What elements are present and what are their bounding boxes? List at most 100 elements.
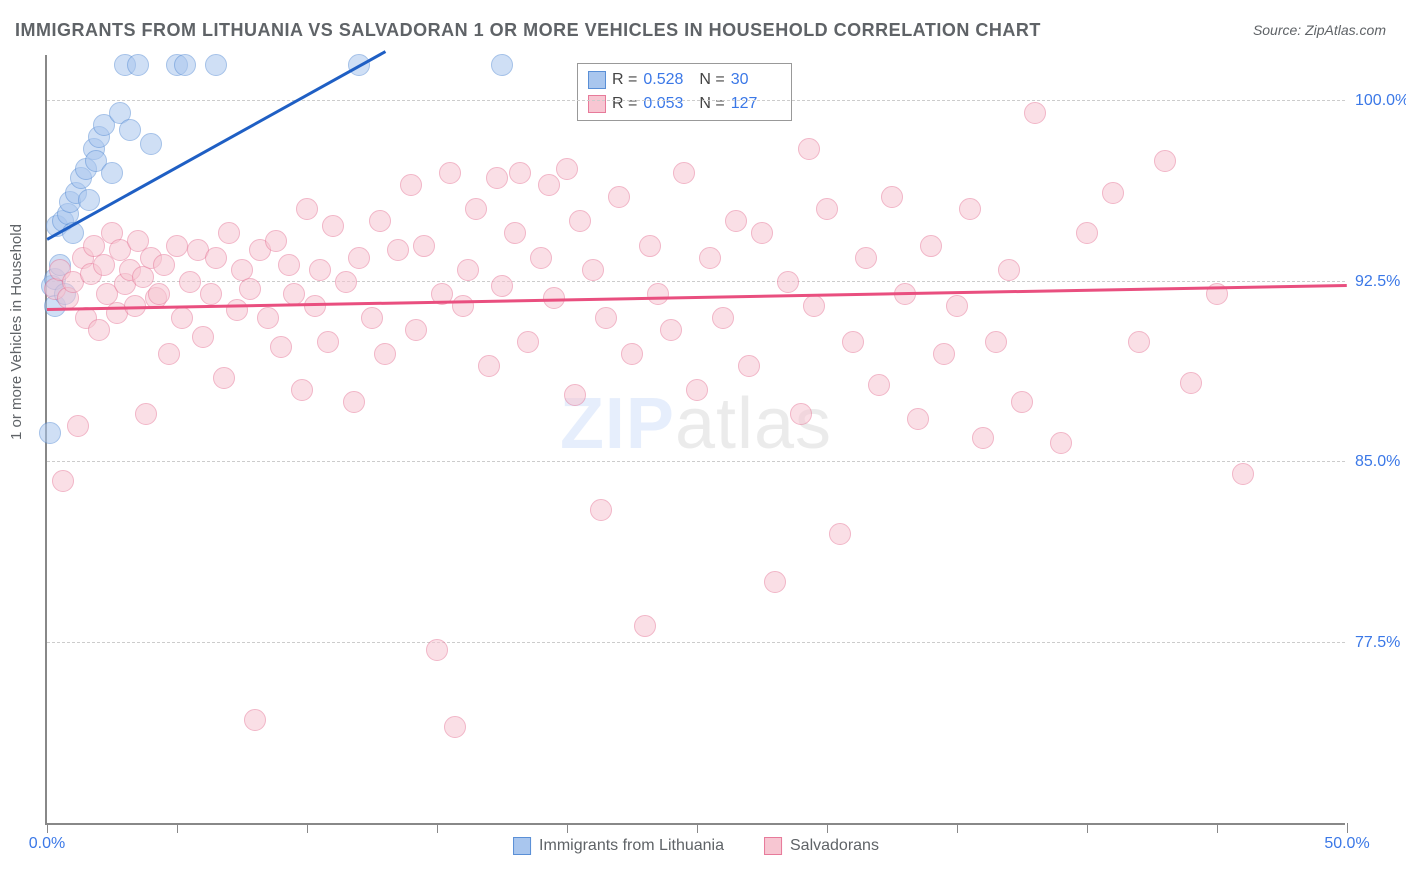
scatter-point (452, 295, 474, 317)
x-tick (307, 823, 308, 833)
n-label: N = (699, 71, 724, 89)
scatter-point (387, 239, 409, 261)
scatter-point (1102, 182, 1124, 204)
scatter-point (712, 307, 734, 329)
stats-legend: R = 0.528 N = 30 R = 0.053 N = 127 (577, 63, 792, 121)
scatter-point (465, 198, 487, 220)
scatter-point (296, 198, 318, 220)
scatter-point (322, 215, 344, 237)
scatter-point (257, 307, 279, 329)
scatter-point (564, 384, 586, 406)
scatter-point (673, 162, 695, 184)
scatter-point (119, 119, 141, 141)
scatter-point (686, 379, 708, 401)
x-tick (437, 823, 438, 833)
scatter-point (1154, 150, 1176, 172)
stats-row-0: R = 0.528 N = 30 (588, 68, 781, 92)
legend-item-0: Immigrants from Lithuania (513, 837, 724, 855)
scatter-point (283, 283, 305, 305)
scatter-point (148, 283, 170, 305)
swatch-series-0 (588, 71, 606, 89)
chart-plot-area: ZIPatlas R = 0.528 N = 30 R = 0.053 N = … (45, 55, 1345, 825)
r-label: R = (612, 95, 637, 113)
scatter-point (829, 523, 851, 545)
scatter-point (278, 254, 300, 276)
scatter-point (348, 247, 370, 269)
scatter-point (530, 247, 552, 269)
scatter-point (67, 415, 89, 437)
scatter-point (816, 198, 838, 220)
legend-label-1: Salvadorans (790, 837, 879, 855)
y-axis-label: 1 or more Vehicles in Household (8, 224, 25, 440)
scatter-point (920, 235, 942, 257)
bottom-legend: Immigrants from Lithuania Salvadorans (513, 837, 879, 855)
scatter-point (192, 326, 214, 348)
scatter-point (621, 343, 643, 365)
chart-title: IMMIGRANTS FROM LITHUANIA VS SALVADORAN … (15, 20, 1041, 41)
y-tick-label: 100.0% (1355, 92, 1406, 110)
x-tick-label: 50.0% (1324, 835, 1369, 853)
swatch-icon (513, 837, 531, 855)
scatter-point (491, 54, 513, 76)
scatter-point (959, 198, 981, 220)
scatter-point (200, 283, 222, 305)
scatter-point (478, 355, 500, 377)
scatter-point (972, 427, 994, 449)
x-tick-label: 0.0% (29, 835, 65, 853)
scatter-point (213, 367, 235, 389)
scatter-point (270, 336, 292, 358)
n-value-0: 30 (731, 71, 781, 89)
scatter-point (556, 158, 578, 180)
scatter-point (985, 331, 1007, 353)
x-tick (957, 823, 958, 833)
scatter-point (226, 299, 248, 321)
r-value-1: 0.053 (643, 95, 693, 113)
scatter-point (335, 271, 357, 293)
scatter-point (171, 307, 193, 329)
scatter-point (868, 374, 890, 396)
scatter-point (590, 499, 612, 521)
x-tick (1087, 823, 1088, 833)
scatter-point (855, 247, 877, 269)
x-tick (567, 823, 568, 833)
scatter-point (405, 319, 427, 341)
scatter-point (504, 222, 526, 244)
y-tick-label: 92.5% (1355, 273, 1406, 291)
scatter-point (582, 259, 604, 281)
scatter-point (491, 275, 513, 297)
scatter-point (1128, 331, 1150, 353)
scatter-point (790, 403, 812, 425)
scatter-point (52, 470, 74, 492)
scatter-point (439, 162, 461, 184)
x-tick (1347, 823, 1348, 833)
scatter-point (135, 403, 157, 425)
r-value-0: 0.528 (643, 71, 693, 89)
scatter-point (265, 230, 287, 252)
scatter-point (153, 254, 175, 276)
scatter-point (426, 639, 448, 661)
scatter-point (413, 235, 435, 257)
scatter-point (1232, 463, 1254, 485)
x-tick (827, 823, 828, 833)
scatter-point (101, 162, 123, 184)
scatter-point (88, 319, 110, 341)
scatter-point (907, 408, 929, 430)
scatter-point (647, 283, 669, 305)
scatter-point (486, 167, 508, 189)
scatter-point (309, 259, 331, 281)
scatter-point (343, 391, 365, 413)
scatter-point (738, 355, 760, 377)
y-tick-label: 85.0% (1355, 453, 1406, 471)
legend-label-0: Immigrants from Lithuania (539, 837, 724, 855)
scatter-point (842, 331, 864, 353)
scatter-point (751, 222, 773, 244)
scatter-point (1024, 102, 1046, 124)
scatter-point (798, 138, 820, 160)
stats-row-1: R = 0.053 N = 127 (588, 92, 781, 116)
scatter-point (1180, 372, 1202, 394)
scatter-point (158, 343, 180, 365)
scatter-point (517, 331, 539, 353)
scatter-point (205, 247, 227, 269)
n-value-1: 127 (731, 95, 781, 113)
scatter-point (244, 709, 266, 731)
